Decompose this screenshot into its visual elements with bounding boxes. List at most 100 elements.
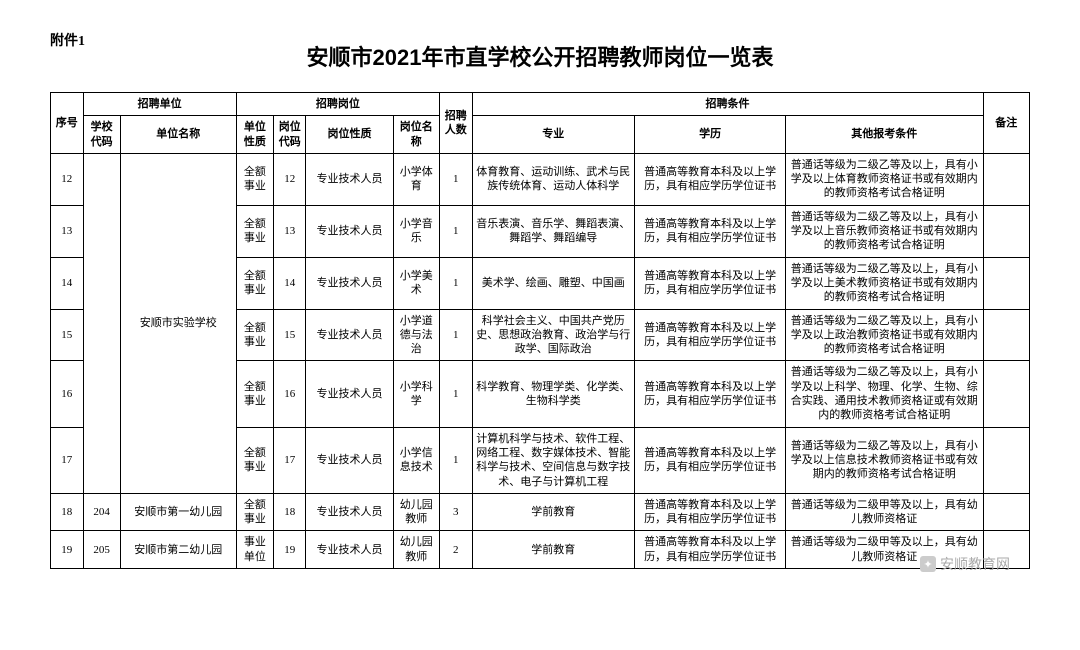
cell-position-nature: 专业技术人员 xyxy=(306,361,393,427)
th-other: 其他报考条件 xyxy=(786,116,983,154)
watermark: ✦ 安顺教育网 xyxy=(920,554,1010,574)
cell-position-name: 小学美术 xyxy=(393,257,439,309)
cell-position-nature: 专业技术人员 xyxy=(306,257,393,309)
cell-other: 普通话等级为二级乙等及以上，具有小学及以上政治教师资格证书或有效期内的教师资格考… xyxy=(786,309,983,361)
cell-education: 普通高等教育本科及以上学历，具有相应学历学位证书 xyxy=(635,153,786,205)
cell-seq: 17 xyxy=(51,427,84,493)
cell-seq: 13 xyxy=(51,205,84,257)
cell-major: 科学教育、物理学类、化学类、生物科学类 xyxy=(472,361,635,427)
cell-unit-type: 全额事业 xyxy=(236,361,273,427)
cell-unit-type: 全额事业 xyxy=(236,493,273,531)
cell-position-code: 13 xyxy=(273,205,306,257)
cell-count: 3 xyxy=(440,493,473,531)
cell-unit-type: 事业单位 xyxy=(236,531,273,569)
cell-position-name: 小学道德与法治 xyxy=(393,309,439,361)
cell-position-code: 19 xyxy=(273,531,306,569)
cell-unit-type: 全额事业 xyxy=(236,205,273,257)
th-unit-type: 单位性质 xyxy=(236,116,273,154)
cell-position-name: 幼儿园教师 xyxy=(393,531,439,569)
cell-other: 普通话等级为二级甲等及以上，具有幼儿教师资格证 xyxy=(786,493,983,531)
cell-position-nature: 专业技术人员 xyxy=(306,309,393,361)
cell-education: 普通高等教育本科及以上学历，具有相应学历学位证书 xyxy=(635,427,786,493)
cell-note xyxy=(983,427,1030,493)
cell-count: 1 xyxy=(440,205,473,257)
cell-major: 美术学、绘画、雕塑、中国画 xyxy=(472,257,635,309)
cell-position-name: 幼儿园教师 xyxy=(393,493,439,531)
th-seq: 序号 xyxy=(51,93,84,154)
cell-education: 普通高等教育本科及以上学历，具有相应学历学位证书 xyxy=(635,493,786,531)
cell-seq: 18 xyxy=(51,493,84,531)
cell-count: 1 xyxy=(440,427,473,493)
recruitment-table: 序号 招聘单位 招聘岗位 招聘人数 招聘条件 备注 学校代码 单位名称 单位性质… xyxy=(50,92,1030,569)
cell-count: 2 xyxy=(440,531,473,569)
cell-seq: 14 xyxy=(51,257,84,309)
watermark-text: 安顺教育网 xyxy=(940,554,1010,574)
cell-other: 普通话等级为二级乙等及以上，具有小学及以上音乐教师资格证书或有效期内的教师资格考… xyxy=(786,205,983,257)
cell-position-name: 小学信息技术 xyxy=(393,427,439,493)
cell-note xyxy=(983,153,1030,205)
cell-major: 学前教育 xyxy=(472,493,635,531)
cell-major: 计算机科学与技术、软件工程、网络工程、数字媒体技术、智能科学与技术、空间信息与数… xyxy=(472,427,635,493)
cell-position-name: 小学科学 xyxy=(393,361,439,427)
cell-education: 普通高等教育本科及以上学历，具有相应学历学位证书 xyxy=(635,205,786,257)
cell-seq: 16 xyxy=(51,361,84,427)
cell-other: 普通话等级为二级乙等及以上，具有小学及以上科学、物理、化学、生物、综合实践、通用… xyxy=(786,361,983,427)
cell-unit-type: 全额事业 xyxy=(236,257,273,309)
cell-note xyxy=(983,309,1030,361)
cell-count: 1 xyxy=(440,309,473,361)
table-row: 12安顺市实验学校全额事业12专业技术人员小学体育1体育教育、运动训练、武术与民… xyxy=(51,153,1030,205)
cell-position-nature: 专业技术人员 xyxy=(306,493,393,531)
th-unit-group: 招聘单位 xyxy=(83,93,236,116)
table-header: 序号 招聘单位 招聘岗位 招聘人数 招聘条件 备注 学校代码 单位名称 单位性质… xyxy=(51,93,1030,154)
cell-unit-type: 全额事业 xyxy=(236,427,273,493)
cell-note xyxy=(983,493,1030,531)
cell-school-code: 204 xyxy=(83,493,120,531)
cell-count: 1 xyxy=(440,153,473,205)
cell-position-nature: 专业技术人员 xyxy=(306,427,393,493)
cell-unit-type: 全额事业 xyxy=(236,309,273,361)
wechat-icon: ✦ xyxy=(920,556,936,572)
cell-position-nature: 专业技术人员 xyxy=(306,153,393,205)
cell-education: 普通高等教育本科及以上学历，具有相应学历学位证书 xyxy=(635,531,786,569)
cell-school-code: 205 xyxy=(83,531,120,569)
cell-position-nature: 专业技术人员 xyxy=(306,205,393,257)
th-major: 专业 xyxy=(472,116,635,154)
table-row: 19205安顺市第二幼儿园事业单位19专业技术人员幼儿园教师2学前教育普通高等教… xyxy=(51,531,1030,569)
th-school-name: 单位名称 xyxy=(120,116,236,154)
th-education: 学历 xyxy=(635,116,786,154)
cell-seq: 19 xyxy=(51,531,84,569)
cell-major: 科学社会主义、中国共产党历史、思想政治教育、政治学与行政学、国际政治 xyxy=(472,309,635,361)
cell-major: 音乐表演、音乐学、舞蹈表演、舞蹈学、舞蹈编导 xyxy=(472,205,635,257)
cell-position-code: 16 xyxy=(273,361,306,427)
cell-note xyxy=(983,205,1030,257)
cell-note xyxy=(983,361,1030,427)
cell-school-name: 安顺市第二幼儿园 xyxy=(120,531,236,569)
th-position-name: 岗位名称 xyxy=(393,116,439,154)
cell-other: 普通话等级为二级乙等及以上，具有小学及以上体育教师资格证书或有效期内的教师资格考… xyxy=(786,153,983,205)
cell-other: 普通话等级为二级乙等及以上，具有小学及以上信息技术教师资格证书或有效期内的教师资… xyxy=(786,427,983,493)
table-body: 12安顺市实验学校全额事业12专业技术人员小学体育1体育教育、运动训练、武术与民… xyxy=(51,153,1030,568)
cell-position-code: 12 xyxy=(273,153,306,205)
cell-position-code: 14 xyxy=(273,257,306,309)
cell-position-name: 小学音乐 xyxy=(393,205,439,257)
attachment-label: 附件1 xyxy=(50,30,85,50)
th-position-nature: 岗位性质 xyxy=(306,116,393,154)
cell-seq: 12 xyxy=(51,153,84,205)
cell-position-code: 17 xyxy=(273,427,306,493)
cell-unit-type: 全额事业 xyxy=(236,153,273,205)
cell-education: 普通高等教育本科及以上学历，具有相应学历学位证书 xyxy=(635,257,786,309)
cell-education: 普通高等教育本科及以上学历，具有相应学历学位证书 xyxy=(635,361,786,427)
cell-seq: 15 xyxy=(51,309,84,361)
cell-position-code: 18 xyxy=(273,493,306,531)
cell-school-name: 安顺市第一幼儿园 xyxy=(120,493,236,531)
cell-major: 体育教育、运动训练、武术与民族传统体育、运动人体科学 xyxy=(472,153,635,205)
cell-school-name: 安顺市实验学校 xyxy=(120,153,236,493)
cell-count: 1 xyxy=(440,361,473,427)
th-note: 备注 xyxy=(983,93,1030,154)
cell-note xyxy=(983,257,1030,309)
cell-position-nature: 专业技术人员 xyxy=(306,531,393,569)
cell-school-code xyxy=(83,153,120,493)
cell-major: 学前教育 xyxy=(472,531,635,569)
th-position-code: 岗位代码 xyxy=(273,116,306,154)
th-school-code: 学校代码 xyxy=(83,116,120,154)
